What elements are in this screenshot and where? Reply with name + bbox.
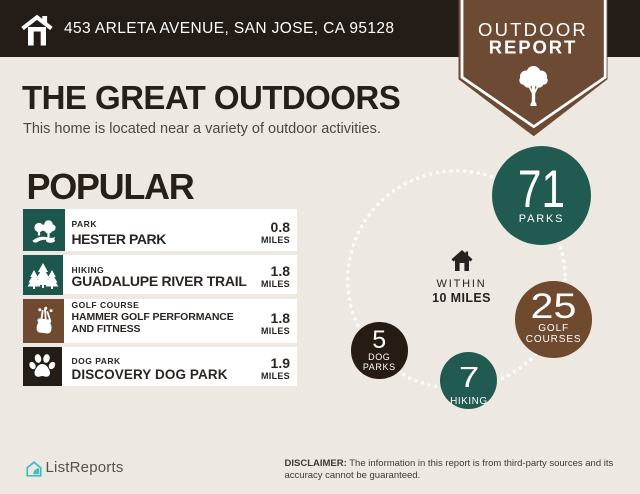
svg-text:OUTDOOR: OUTDOOR xyxy=(478,19,588,40)
svg-text:REPORT: REPORT xyxy=(489,37,578,58)
